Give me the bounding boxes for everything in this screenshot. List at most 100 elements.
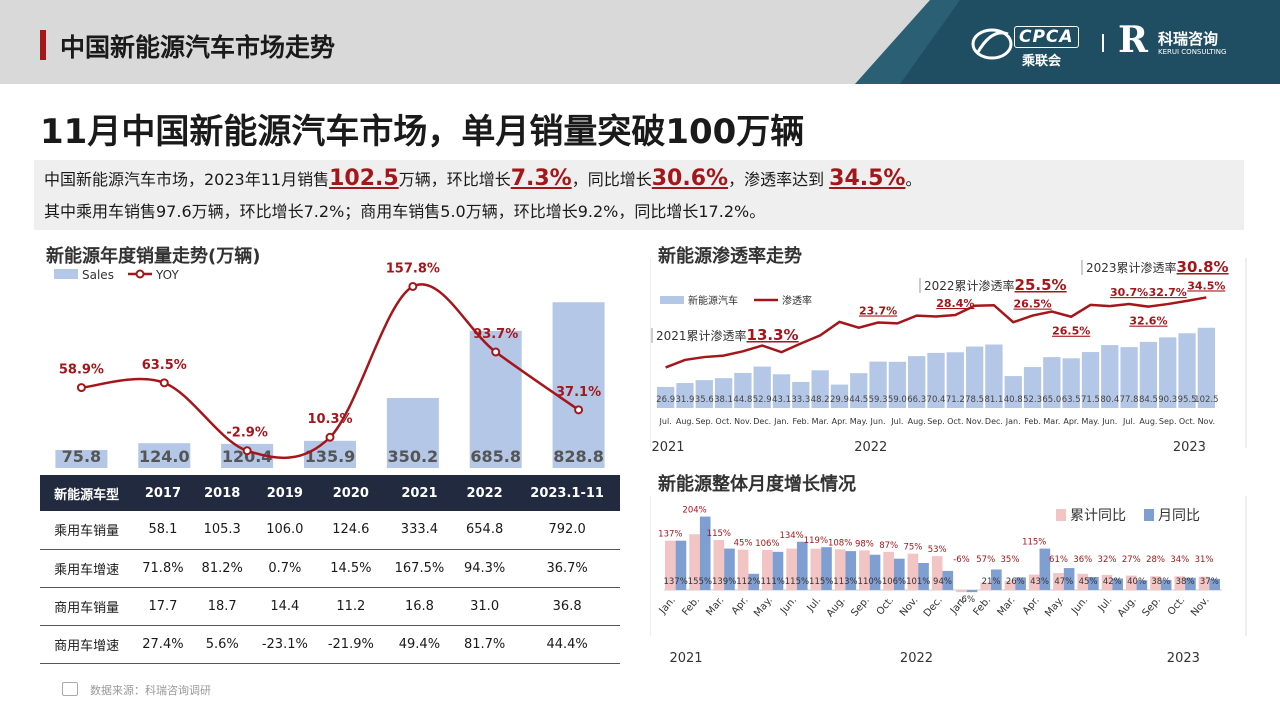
kerui-logo-mark: R (1118, 19, 1148, 61)
mon-bar (1015, 577, 1026, 590)
yoy-label: 157.8% (386, 262, 440, 276)
yoy-point (408, 281, 418, 291)
cum-bar (956, 590, 967, 593)
month-label: Aug. (825, 595, 848, 619)
rate-point-label: 30.7% (1110, 286, 1148, 299)
table-header-cell: 2017 (133, 475, 193, 511)
annotation-value: 30.8% (1177, 258, 1229, 276)
cum-label: 106% (882, 577, 906, 587)
month-label: Aug. (1116, 595, 1139, 619)
summary-text: 万辆，环比增长 (398, 170, 511, 189)
cum-label: 110% (858, 577, 882, 587)
cum-bar (1174, 576, 1186, 590)
month-label: Dec. (922, 595, 945, 619)
cumulative-annotation: 2023累计渗透率30.8% (1086, 258, 1229, 276)
mon-bar (1185, 577, 1196, 590)
rate-point-label: 26.5% (1052, 325, 1090, 338)
cpca-logo-sub: 乘联会 (1022, 54, 1062, 69)
cum-label: 40% (1127, 577, 1146, 587)
mon-label: 28% (1146, 555, 1165, 565)
cum-label: 45% (1079, 577, 1098, 587)
mon-label: 57% (976, 555, 995, 565)
summary-text: 。 (905, 170, 922, 189)
rate-line (665, 296, 1207, 369)
month-label: Nov. (1189, 595, 1212, 619)
table-header-cell: 2021 (383, 475, 455, 511)
table-header-cell: 2020 (317, 475, 384, 511)
legend-sales-swatch (54, 269, 78, 279)
table-cell: 5.6% (192, 625, 252, 664)
nev-bar (1139, 341, 1158, 408)
annual-data-table: 新能源车型 2017 2018 2019 2020 2021 2022 2023.1-11 乘… (40, 475, 620, 664)
table-cell: 商用车销量 (40, 587, 134, 626)
cum-bar (859, 550, 870, 590)
cum-label: 43% (1030, 577, 1049, 587)
nev-bar (1081, 352, 1100, 408)
mon-bar (724, 548, 735, 590)
nev-bar-label: 102.5 (1194, 395, 1218, 405)
cum-label: 38% (1176, 577, 1195, 587)
table-cell: 71.8% (133, 549, 193, 588)
summary-line-1: 中国新能源汽车市场，2023年11月销售102.5万辆，环比增长7.3%，同比增… (44, 166, 922, 193)
legend-nev-swatch (660, 296, 684, 304)
mon-label: 134% (779, 531, 803, 541)
month-label: Nov. (898, 595, 921, 619)
cum-bar (786, 548, 797, 590)
cum-label: 37% (1200, 577, 1219, 587)
nev-bar (1120, 347, 1138, 408)
rate-point-label: 23.7% (859, 304, 897, 317)
mon-bar (845, 551, 857, 590)
nev-bar (985, 344, 1003, 408)
mon-bar (1209, 578, 1220, 590)
summary-mom-value: 7.3% (510, 166, 572, 191)
yoy-label: 37.1% (556, 385, 601, 400)
month-label: Oct. (1179, 417, 1195, 426)
nev-bar (1197, 327, 1215, 408)
mon-bar (869, 554, 881, 590)
nev-bar-label: 80.4 (1100, 395, 1119, 405)
nev-bar-label: 38.1 (714, 395, 733, 405)
cum-bar (810, 548, 822, 590)
mon-label: 35% (1001, 555, 1020, 565)
table-cell: 81.2% (192, 549, 252, 588)
annual-chart-title: 新能源年度销量走势(万辆) (46, 246, 261, 267)
table-cell: 商用车增速 (40, 625, 134, 664)
rate-point-label: 34.5% (1187, 279, 1225, 292)
legend-cum-label: 累计同比 (1070, 508, 1126, 524)
month-label: Jul. (1122, 417, 1135, 426)
month-label: May. (1082, 417, 1100, 426)
table-cell: 105.3 (192, 511, 252, 550)
table-cell: 36.8 (514, 587, 620, 626)
month-label: Sep. (849, 595, 872, 619)
cum-label: 112% (736, 577, 760, 587)
nev-bar (1159, 337, 1177, 408)
nev-bar (772, 374, 791, 408)
table-cell: 44.4% (514, 625, 620, 664)
cum-label: 101% (906, 577, 930, 587)
month-label: Feb. (1024, 417, 1041, 426)
sales-bar-label: 75.8 (62, 447, 101, 466)
nev-bar (792, 381, 810, 408)
nev-bar-label: 90.3 (1158, 395, 1177, 405)
cum-bar (834, 549, 846, 590)
nev-bar (888, 361, 907, 408)
nev-bar (695, 380, 713, 408)
month-label: Jul. (890, 417, 903, 426)
nev-bar (850, 373, 868, 408)
annotation-prefix: 2022累计渗透率 (924, 278, 1015, 293)
cpca-logo: CPCA 乘联会 (970, 20, 1090, 69)
source-icon (62, 682, 78, 696)
mon-bar (1039, 548, 1051, 590)
mon-bar (748, 573, 760, 590)
mon-bar (1112, 578, 1123, 590)
mon-bar (918, 563, 929, 590)
nev-bar-label: 63.5 (1062, 395, 1081, 405)
data-source: 数据来源：科瑞咨询调研 (90, 684, 211, 697)
year-label: 2022 (854, 440, 887, 455)
cum-bar (737, 549, 749, 590)
mon-label: 53% (928, 545, 947, 555)
mon-bar (1136, 580, 1148, 590)
nev-bar (1178, 333, 1196, 408)
table-header-cell: 2019 (251, 475, 318, 511)
nev-bar (657, 386, 675, 408)
